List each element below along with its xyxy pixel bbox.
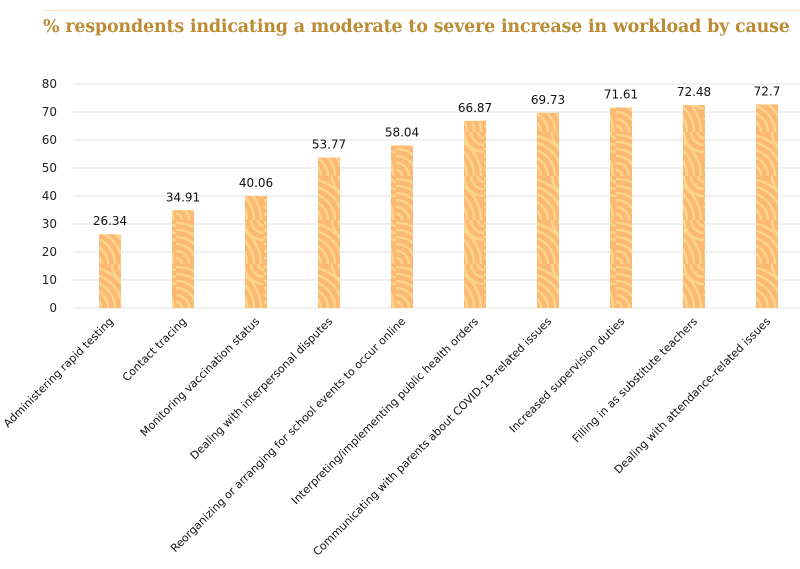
x-tick-label: Contact tracing <box>120 315 189 384</box>
x-tick-label: Administering rapid testing <box>1 315 116 430</box>
bars <box>99 104 778 308</box>
bar <box>99 234 121 308</box>
data-label: 58.04 <box>385 125 419 139</box>
y-tick-label: 10 <box>42 273 57 287</box>
x-tick-label: Increased supervision duties <box>507 315 628 436</box>
x-tick-label: Reorganizing or arranging for school eve… <box>168 315 408 555</box>
data-label: 69.73 <box>531 93 565 107</box>
y-tick-label: 60 <box>42 133 57 147</box>
bar <box>610 107 632 308</box>
y-tick-label: 0 <box>49 301 57 315</box>
top-rule <box>42 10 800 11</box>
y-tick-label: 50 <box>42 161 57 175</box>
x-tick-label: Dealing with attendance-related issues <box>612 315 774 477</box>
chart-title: % respondents indicating a moderate to s… <box>43 17 790 37</box>
bar <box>464 120 486 308</box>
x-tick-label: Communicating with parents about COVID-1… <box>311 315 555 559</box>
data-label: 53.77 <box>312 137 346 151</box>
data-label: 71.61 <box>604 87 638 101</box>
x-tick-label: Monitoring vaccination status <box>138 315 263 440</box>
data-label: 26.34 <box>93 214 127 228</box>
x-tick-label: Filling in as substitute teachers <box>570 315 700 445</box>
data-labels: 26.34 34.91 40.06 53.77 58.04 66.87 69.73 71.61… <box>93 84 781 228</box>
y-tick-label: 40 <box>42 189 57 203</box>
y-tick-label: 80 <box>42 77 57 91</box>
bar <box>172 210 194 308</box>
y-axis: 0 10 20 30 40 50 60 70 80 <box>42 77 57 315</box>
bar <box>683 105 705 308</box>
bar <box>756 104 778 308</box>
x-tick-label: Dealing with interpersonal disputes <box>188 315 336 463</box>
bar <box>245 195 267 308</box>
bar <box>318 157 340 308</box>
y-tick-label: 20 <box>42 245 57 259</box>
bar <box>537 112 559 308</box>
data-label: 40.06 <box>239 176 273 190</box>
data-label: 72.7 <box>754 84 781 98</box>
data-label: 72.48 <box>677 85 711 99</box>
bar <box>391 145 413 308</box>
x-axis: Administering rapid testing Contact traci… <box>1 315 773 559</box>
y-tick-label: 30 <box>42 217 57 231</box>
data-label: 34.91 <box>166 190 200 204</box>
gridlines <box>73 83 800 309</box>
data-label: 66.87 <box>458 101 492 115</box>
y-tick-label: 70 <box>42 105 57 119</box>
